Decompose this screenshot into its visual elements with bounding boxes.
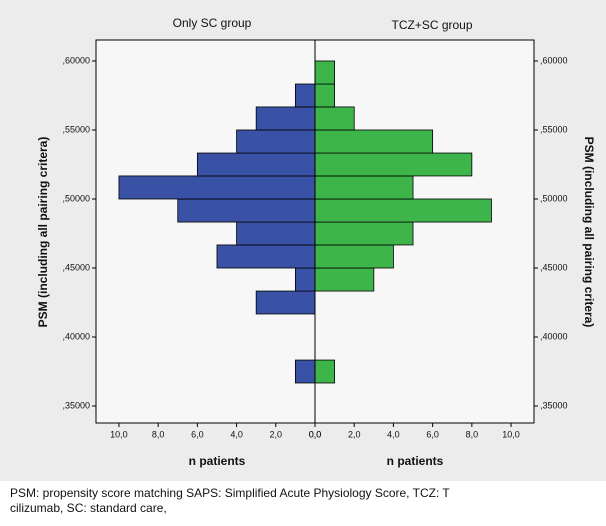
x-tick-label: 10,0 [110, 429, 128, 439]
bar [314, 152, 473, 177]
y-tick-label: ,50000 [540, 193, 568, 203]
y-tick-label: ,40000 [540, 331, 568, 341]
x-axis-title: n patients [387, 454, 444, 468]
y-tick-label: ,55000 [540, 124, 568, 134]
bar [314, 267, 375, 292]
y-tick-label: ,50000 [62, 193, 90, 203]
bar [236, 129, 316, 154]
bar [314, 60, 336, 85]
y-tick-label: ,35000 [540, 400, 568, 410]
bar [196, 152, 316, 177]
bar [314, 221, 414, 246]
y-tick-label: ,40000 [62, 331, 90, 341]
bar [314, 106, 355, 131]
left-panel-title: Only SC group [173, 16, 252, 30]
y-tick-label: ,35000 [62, 400, 90, 410]
x-tick-label: 6,0 [426, 429, 439, 439]
bar [216, 244, 316, 269]
bar [294, 267, 316, 292]
x-tick-label: 0,0 [309, 429, 322, 439]
right-panel-title: TCZ+SC group [391, 18, 472, 32]
bar [294, 83, 316, 108]
bar [294, 359, 316, 384]
bar [314, 129, 434, 154]
caption-box [0, 481, 606, 526]
y-axis-title: PSM (including all pairing critera) [36, 137, 50, 328]
bar [118, 175, 316, 200]
x-axis-title: n patients [189, 454, 246, 468]
bar [314, 175, 414, 200]
caption: cilizumab, SC: standard care, [10, 501, 167, 515]
bar [314, 83, 336, 108]
bar [177, 198, 316, 223]
bar [314, 198, 492, 223]
y-tick-label: ,45000 [62, 262, 90, 272]
x-tick-label: 8,0 [466, 429, 479, 439]
x-tick-label: 6,0 [191, 429, 204, 439]
bar [255, 290, 316, 315]
x-tick-label: 4,0 [387, 429, 400, 439]
x-tick-label: 4,0 [230, 429, 243, 439]
x-tick-label: 2,0 [348, 429, 361, 439]
bar [314, 359, 336, 384]
caption: PSM: propensity score matching SAPS: Sim… [10, 486, 450, 500]
y-tick-label: ,60000 [540, 55, 568, 65]
x-tick-label: 2,0 [270, 429, 283, 439]
bar [314, 244, 394, 269]
x-tick-label: 8,0 [152, 429, 165, 439]
x-tick-label: 10,0 [502, 429, 520, 439]
y-axis-title: PSM (including all pairing critera) [582, 137, 596, 328]
y-tick-label: ,55000 [62, 124, 90, 134]
y-tick-label: ,45000 [540, 262, 568, 272]
y-tick-label: ,60000 [62, 55, 90, 65]
x-tick-label: 0,0 [309, 429, 322, 439]
bar [236, 221, 316, 246]
bar [255, 106, 316, 131]
